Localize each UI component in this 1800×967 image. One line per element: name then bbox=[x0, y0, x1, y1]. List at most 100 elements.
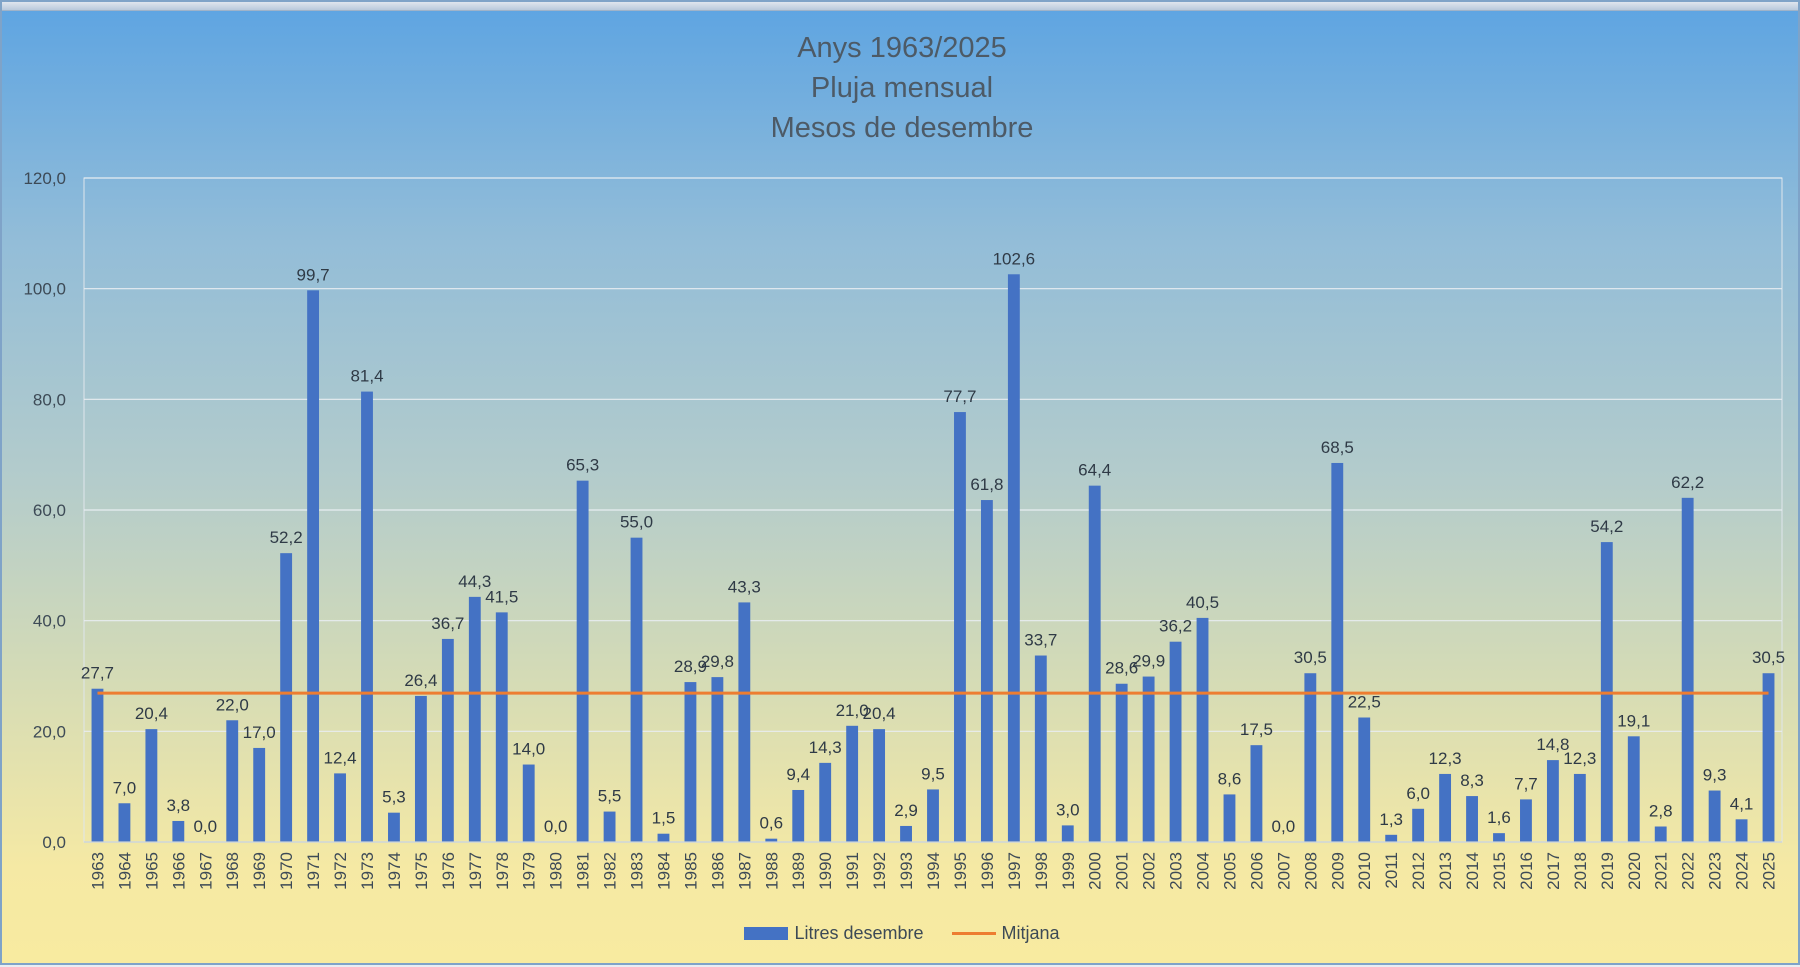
x-tick-label: 2025 bbox=[1760, 852, 1779, 890]
x-tick-label: 2010 bbox=[1355, 852, 1374, 890]
data-label: 28,9 bbox=[674, 657, 707, 676]
x-tick-label: 2012 bbox=[1409, 852, 1428, 890]
x-tick-label: 2019 bbox=[1598, 852, 1617, 890]
y-tick-label: 0,0 bbox=[42, 833, 66, 852]
x-tick-label: 1979 bbox=[520, 852, 539, 890]
data-label: 12,3 bbox=[1429, 749, 1462, 768]
bar bbox=[361, 391, 373, 842]
data-label: 0,0 bbox=[544, 817, 568, 836]
x-tick-label: 2013 bbox=[1436, 852, 1455, 890]
data-label: 14,0 bbox=[512, 740, 545, 759]
bar bbox=[522, 764, 535, 842]
x-tick-label: 2000 bbox=[1086, 852, 1105, 890]
data-label: 30,5 bbox=[1752, 648, 1785, 667]
bar bbox=[1250, 745, 1263, 842]
x-tick-label: 1978 bbox=[493, 852, 512, 890]
x-tick-label: 2008 bbox=[1301, 852, 1320, 890]
bar bbox=[765, 838, 778, 842]
bar bbox=[819, 762, 832, 842]
bar bbox=[1412, 808, 1425, 842]
data-label: 7,0 bbox=[113, 778, 137, 797]
data-label: 21,0 bbox=[836, 701, 869, 720]
bar bbox=[900, 825, 912, 842]
x-tick-label: 1988 bbox=[762, 852, 781, 890]
x-tick-label: 1996 bbox=[978, 852, 997, 890]
data-label: 12,3 bbox=[1563, 749, 1596, 768]
x-tick-label: 1980 bbox=[547, 852, 566, 890]
x-tick-label: 2016 bbox=[1517, 852, 1536, 890]
x-tick-label: 1975 bbox=[412, 852, 431, 890]
data-label: 2,8 bbox=[1649, 802, 1673, 821]
x-tick-label: 1973 bbox=[358, 852, 377, 890]
bar bbox=[1627, 736, 1640, 842]
bar bbox=[1735, 819, 1748, 842]
data-label: 68,5 bbox=[1321, 438, 1354, 457]
legend-label-bars: Litres desembre bbox=[794, 923, 924, 943]
x-tick-label: 1995 bbox=[951, 852, 970, 890]
data-label: 62,2 bbox=[1671, 473, 1704, 492]
data-label: 102,6 bbox=[993, 249, 1036, 268]
data-label: 3,8 bbox=[167, 796, 191, 815]
bar bbox=[1196, 617, 1209, 842]
data-label: 1,5 bbox=[652, 809, 676, 828]
chart-title-line-2: Pluja mensual bbox=[810, 72, 994, 104]
y-tick-label: 120,0 bbox=[23, 169, 66, 188]
data-label: 20,4 bbox=[135, 704, 168, 723]
data-label: 81,4 bbox=[350, 367, 383, 386]
bar bbox=[1034, 655, 1047, 842]
bar bbox=[307, 290, 320, 842]
chart-legend: Litres desembre Mitjana bbox=[2, 923, 1800, 944]
y-tick-label: 20,0 bbox=[33, 722, 66, 741]
data-label: 2,9 bbox=[894, 801, 918, 820]
x-tick-label: 1968 bbox=[223, 852, 242, 890]
x-tick-label: 2018 bbox=[1571, 852, 1590, 890]
x-tick-label: 2002 bbox=[1140, 852, 1159, 890]
bar bbox=[684, 682, 697, 842]
x-tick-label: 1983 bbox=[628, 852, 647, 890]
x-tick-label: 1997 bbox=[1005, 852, 1024, 890]
bar bbox=[603, 811, 616, 842]
data-label: 33,7 bbox=[1024, 631, 1057, 650]
bar bbox=[1115, 683, 1128, 842]
bar bbox=[1681, 497, 1694, 842]
bar bbox=[1439, 773, 1452, 842]
bar bbox=[657, 833, 670, 842]
x-tick-label: 1977 bbox=[466, 852, 485, 890]
bar bbox=[253, 747, 266, 842]
y-tick-label: 60,0 bbox=[33, 501, 66, 520]
bar bbox=[495, 612, 508, 842]
bar bbox=[1573, 773, 1586, 842]
bar bbox=[1654, 826, 1667, 842]
legend-swatch-bars bbox=[744, 927, 789, 940]
bar bbox=[1223, 794, 1236, 842]
data-label: 55,0 bbox=[620, 513, 653, 532]
x-tick-label: 1976 bbox=[439, 852, 458, 890]
legend-swatch-mean bbox=[951, 932, 996, 935]
x-tick-label: 1993 bbox=[897, 852, 916, 890]
x-tick-label: 2017 bbox=[1544, 852, 1563, 890]
x-tick-label: 2004 bbox=[1194, 852, 1213, 890]
bar bbox=[334, 773, 346, 842]
x-tick-label: 1969 bbox=[250, 852, 269, 890]
data-label: 17,5 bbox=[1240, 720, 1273, 739]
data-label: 19,1 bbox=[1617, 711, 1650, 730]
x-tick-label: 2006 bbox=[1247, 852, 1266, 890]
data-label: 8,6 bbox=[1218, 769, 1242, 788]
bar bbox=[441, 638, 454, 842]
data-label: 27,7 bbox=[81, 664, 114, 683]
data-label: 41,5 bbox=[485, 587, 518, 606]
x-tick-label: 1965 bbox=[142, 852, 161, 890]
bar bbox=[118, 803, 131, 842]
x-tick-label: 2021 bbox=[1652, 852, 1671, 890]
data-label: 77,7 bbox=[943, 387, 976, 406]
data-label: 29,9 bbox=[1132, 652, 1165, 671]
x-tick-label: 1985 bbox=[681, 852, 700, 890]
legend-label-mean: Mitjana bbox=[1001, 923, 1060, 943]
x-tick-label: 1984 bbox=[654, 852, 673, 890]
x-tick-label: 1989 bbox=[789, 852, 808, 890]
data-label: 26,4 bbox=[404, 671, 437, 690]
bar bbox=[1546, 760, 1559, 842]
x-tick-label: 2022 bbox=[1679, 852, 1698, 890]
x-tick-label: 1992 bbox=[870, 852, 889, 890]
